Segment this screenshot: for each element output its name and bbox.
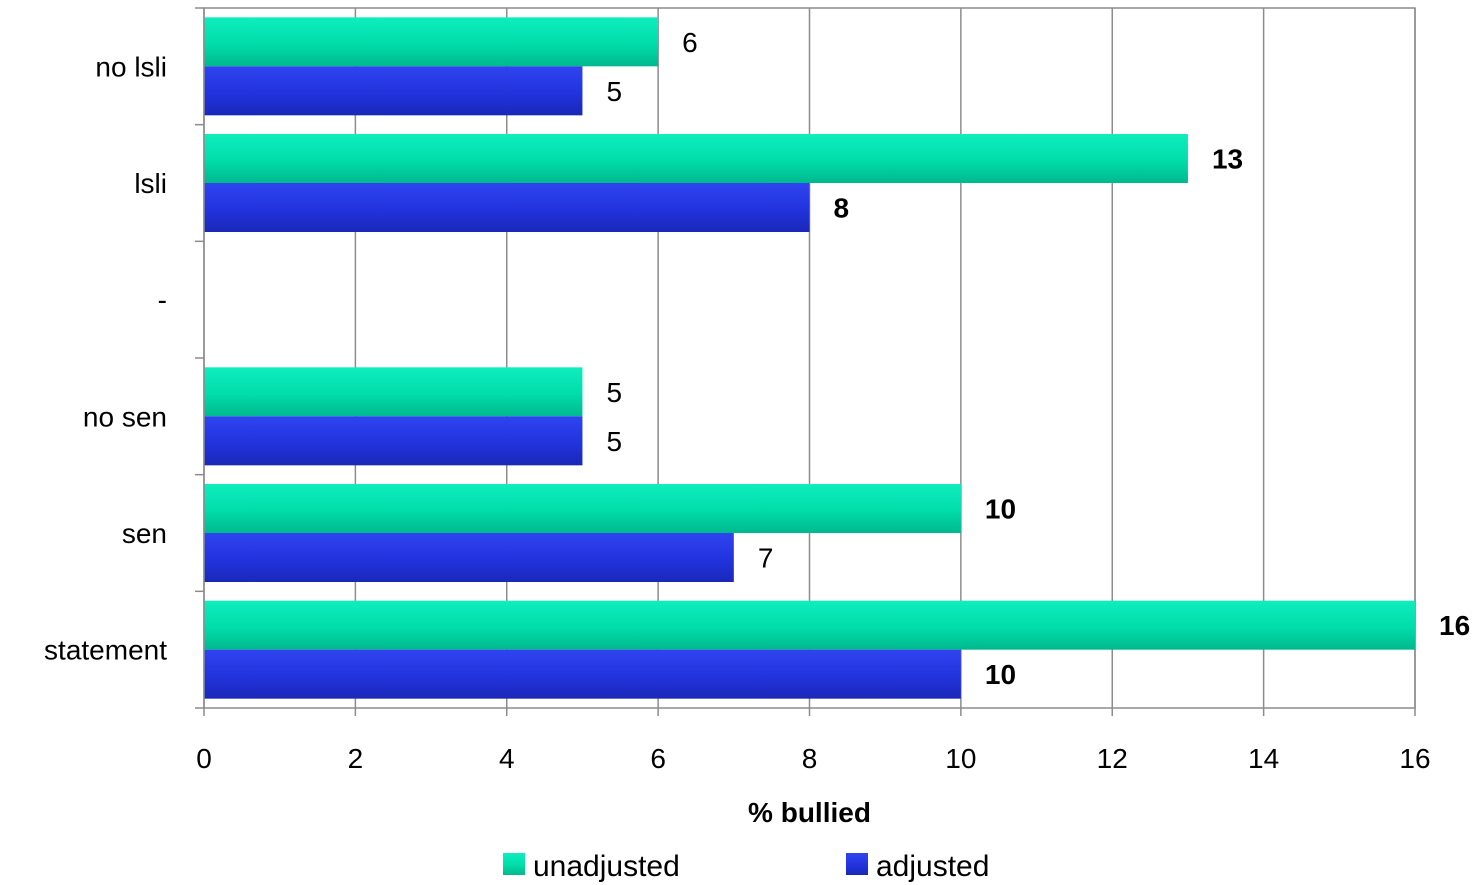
bar-unadjusted <box>204 367 583 417</box>
bar-unadjusted <box>204 134 1188 183</box>
legend-label-unadjusted: unadjusted <box>533 850 680 883</box>
bar-unadjusted <box>204 17 659 67</box>
x-tick-label: 4 <box>499 743 515 774</box>
x-tick-label: 16 <box>1399 743 1430 774</box>
bar-adjusted <box>204 66 583 116</box>
data-label-adjusted: 8 <box>834 193 850 224</box>
category-label: no sen <box>83 401 167 432</box>
legend-swatch-unadjusted <box>503 853 525 875</box>
bar-adjusted <box>204 649 961 699</box>
data-label-unadjusted: 16 <box>1439 610 1470 641</box>
x-tick-label: 2 <box>348 743 364 774</box>
gridlines <box>354 8 1416 708</box>
bars <box>204 17 1415 699</box>
data-label-unadjusted: 10 <box>985 494 1016 525</box>
x-axis-label: % bullied <box>748 797 871 828</box>
axes <box>195 7 1416 716</box>
legend: unadjusted adjusted <box>503 850 989 883</box>
bar-adjusted <box>204 416 583 466</box>
data-label-unadjusted: 5 <box>606 377 622 408</box>
bar-adjusted <box>204 183 810 232</box>
data-label-adjusted: 7 <box>758 543 774 574</box>
x-tick-label: 10 <box>945 743 976 774</box>
x-tick-label: 8 <box>802 743 818 774</box>
data-label-adjusted: 5 <box>606 426 622 457</box>
category-label: sen <box>122 518 167 549</box>
data-label-adjusted: 10 <box>985 659 1016 690</box>
bar-unadjusted <box>204 484 961 533</box>
data-label-adjusted: 5 <box>606 76 622 107</box>
legend-swatch-adjusted <box>846 853 868 875</box>
category-label: - <box>158 285 167 316</box>
legend-label-adjusted: adjusted <box>876 850 989 883</box>
category-label: statement <box>44 635 167 666</box>
category-label: no lsli <box>95 51 167 82</box>
data-label-unadjusted: 6 <box>682 27 698 58</box>
bar-unadjusted <box>204 600 1415 650</box>
category-label: lsli <box>134 168 167 199</box>
x-tick-label: 12 <box>1097 743 1128 774</box>
x-tick-label: 6 <box>650 743 666 774</box>
bar-adjusted <box>204 533 734 582</box>
x-tick-label: 14 <box>1248 743 1279 774</box>
labels: 0 2 4 6 8 10 12 14 16 no lsli lsli - no sen sen statem… <box>44 27 1470 828</box>
x-tick-label: 0 <box>196 743 212 774</box>
data-label-unadjusted: 13 <box>1212 144 1243 175</box>
